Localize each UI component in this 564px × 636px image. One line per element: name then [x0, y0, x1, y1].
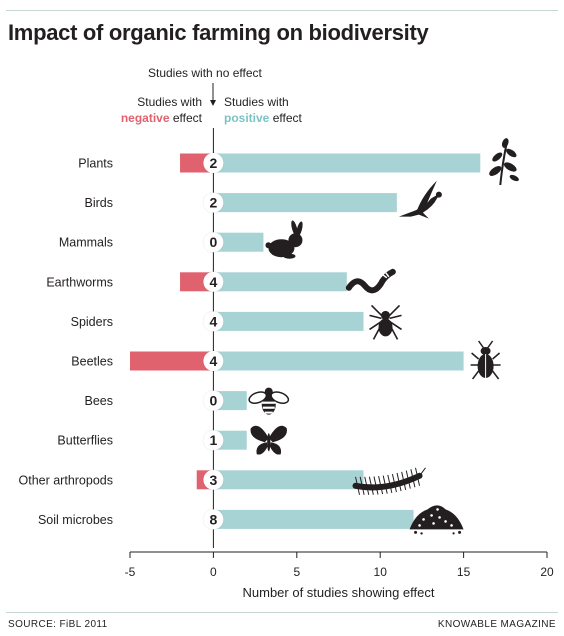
x-tick-label: 15: [457, 565, 471, 579]
x-tick-label: 0: [210, 565, 217, 579]
soil-icon: [409, 505, 464, 535]
x-tick-label: 20: [540, 565, 554, 579]
x-tick-label: 10: [374, 565, 388, 579]
no-effect-count: 0: [210, 393, 218, 409]
rabbit-icon: [265, 220, 303, 259]
no-effect-annotation: Studies with no effect: [148, 66, 263, 80]
positive-bar: [213, 351, 464, 371]
category-label: Bees: [85, 394, 114, 408]
x-tick-label: -5: [125, 565, 136, 579]
no-effect-count: 3: [210, 472, 218, 488]
no-effect-count: 4: [210, 353, 218, 369]
chart-title: Impact of organic farming on biodiversit…: [8, 20, 429, 45]
positive-rest: effect: [269, 111, 302, 125]
category-label: Butterflies: [57, 434, 113, 448]
category-label: Other arthropods: [19, 473, 114, 487]
no-effect-badge: [203, 469, 224, 490]
source-note: SOURCE: FiBL 2011: [8, 619, 108, 630]
no-effect-count: 4: [210, 274, 218, 290]
category-label: Soil microbes: [38, 513, 113, 527]
no-effect-count: 1: [210, 432, 218, 448]
publisher-credit: KNOWABLE MAGAZINE: [437, 619, 556, 630]
x-axis-label: Number of studies showing effect: [243, 585, 435, 600]
negative-word: negative: [121, 111, 170, 125]
no-effect-badge: [203, 192, 224, 213]
no-effect-count: 2: [210, 155, 218, 171]
negative-bar: [130, 351, 214, 371]
no-effect-badge: [203, 271, 224, 292]
no-effect-count: 4: [210, 313, 218, 329]
x-tick-label: 5: [293, 565, 300, 579]
no-effect-count: 0: [210, 234, 218, 250]
category-label: Birds: [85, 196, 113, 210]
spider-icon: [369, 304, 402, 340]
butterfly-icon: [250, 425, 287, 455]
centipede-icon: [352, 467, 426, 495]
no-effect-arrowhead: [210, 100, 216, 106]
positive-bar: [213, 232, 264, 252]
positive-bar: [213, 509, 414, 529]
positive-annotation-line2: positive effect: [224, 111, 302, 125]
positive-bar: [213, 193, 397, 213]
top-rule: [6, 10, 558, 11]
no-effect-badge: [203, 509, 224, 530]
positive-bar: [213, 153, 481, 173]
bee-icon: [248, 387, 290, 415]
negative-annotation-line1: Studies with: [137, 95, 202, 109]
no-effect-count: 8: [210, 511, 218, 527]
no-effect-count: 2: [210, 195, 218, 211]
category-label: Spiders: [71, 315, 113, 329]
no-effect-badge: [203, 351, 224, 371]
chart: Studies with no effect Studies with nega…: [19, 66, 554, 600]
positive-bar: [213, 470, 364, 490]
bird-icon: [398, 180, 442, 219]
no-effect-badge: [203, 390, 224, 411]
positive-word: positive: [224, 111, 270, 125]
negative-annotation-line2: negative effect: [121, 111, 203, 125]
earthworm-icon: [345, 268, 396, 294]
category-label: Mammals: [59, 236, 113, 250]
category-label: Beetles: [71, 355, 113, 369]
plant-icon: [489, 138, 519, 186]
no-effect-badge: [203, 232, 224, 253]
no-effect-badge: [203, 430, 224, 451]
no-effect-badge: [203, 153, 224, 173]
negative-rest: effect: [170, 111, 203, 125]
positive-bar: [213, 311, 364, 331]
category-label: Earthworms: [46, 275, 113, 289]
no-effect-badge: [203, 311, 224, 332]
beetle-icon: [470, 340, 501, 380]
positive-bar: [213, 272, 347, 292]
bottom-rule: [6, 612, 558, 613]
category-label: Plants: [78, 157, 113, 171]
positive-annotation-line1: Studies with: [224, 95, 289, 109]
